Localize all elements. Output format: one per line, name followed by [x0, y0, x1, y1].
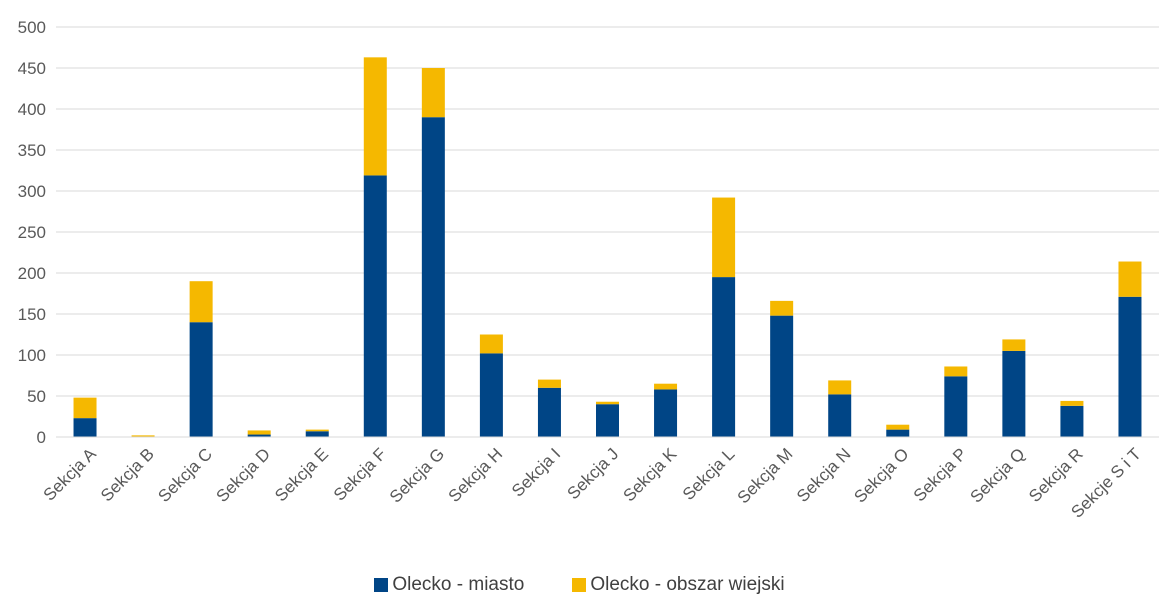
x-tick-label: Sekcja M	[734, 444, 797, 507]
bar-miasto-6	[363, 175, 387, 438]
x-tick-label: Sekcja C	[154, 444, 216, 506]
bar-obszar-wiejski-13	[770, 300, 794, 316]
x-tick-label: Sekcja D	[212, 444, 274, 506]
x-tick-label: Sekcja G	[386, 444, 448, 506]
bar-obszar-wiejski-5	[305, 429, 329, 432]
x-tick-label: Sekcja H	[445, 444, 507, 506]
bar-miasto-18	[1060, 405, 1084, 437]
y-tick-label: 500	[18, 18, 46, 37]
y-tick-label: 400	[18, 100, 46, 119]
bar-miasto-11	[654, 389, 678, 437]
bar-obszar-wiejski-11	[654, 383, 678, 390]
bar-obszar-wiejski-6	[363, 57, 387, 176]
legend: Olecko - miasto Olecko - obszar wiejski	[0, 573, 1159, 597]
bar-miasto-3	[189, 322, 213, 437]
x-tick-label: Sekcja L	[679, 444, 739, 504]
x-tick-label: Sekcja F	[330, 444, 390, 504]
legend-item-series-1: Olecko - miasto	[374, 573, 524, 597]
bar-miasto-10	[596, 404, 619, 437]
bar-obszar-wiejski-3	[189, 281, 213, 323]
y-tick-label: 450	[18, 59, 46, 78]
bar-obszar-wiejski-2	[131, 435, 155, 437]
y-tick-label: 200	[18, 264, 46, 283]
bar-obszar-wiejski-10	[596, 401, 619, 405]
bar-obszar-wiejski-8	[479, 334, 503, 354]
bar-obszar-wiejski-14	[828, 380, 852, 395]
bar-obszar-wiejski-15	[886, 424, 910, 430]
y-tick-label: 50	[27, 387, 46, 406]
x-tick-label: Sekcja R	[1025, 444, 1087, 506]
x-tick-label: Sekcja Q	[966, 444, 1028, 506]
bar-miasto-15	[886, 429, 910, 437]
x-tick-label: Sekcja J	[563, 444, 622, 503]
x-tick-label: Sekcja A	[40, 444, 101, 505]
y-axis-ticks: 0 50 100 150 200 250 300 350 400 450 500	[18, 18, 46, 447]
bar-obszar-wiejski-17	[1002, 339, 1026, 351]
bar-obszar-wiejski-4	[247, 430, 271, 435]
bar-obszar-wiejski-7	[421, 68, 445, 118]
bars	[73, 57, 1142, 438]
bar-miasto-8	[479, 353, 503, 437]
bar-miasto-16	[944, 376, 968, 437]
y-tick-label: 300	[18, 182, 46, 201]
bar-miasto-9	[537, 387, 561, 437]
x-tick-label: Sekcja I	[508, 444, 564, 500]
bar-obszar-wiejski-9	[537, 379, 561, 388]
legend-swatch-series-1	[374, 578, 389, 592]
x-tick-label: Sekcja P	[910, 444, 971, 505]
bar-miasto-13	[770, 315, 794, 437]
x-tick-label: Sekcja E	[271, 444, 332, 505]
legend-item-series-2: Olecko - obszar wiejski	[572, 573, 785, 597]
bar-miasto-5	[305, 431, 329, 437]
bar-miasto-4	[247, 434, 271, 437]
bar-miasto-17	[1002, 350, 1026, 437]
y-tick-label: 0	[37, 428, 46, 447]
bar-miasto-14	[828, 394, 852, 437]
y-tick-label: 350	[18, 141, 46, 160]
bar-obszar-wiejski-1	[73, 397, 97, 419]
x-tick-label: Sekcja N	[793, 444, 855, 506]
y-tick-label: 250	[18, 223, 46, 242]
bar-obszar-wiejski-19	[1118, 261, 1142, 297]
legend-swatch-series-2	[572, 578, 587, 592]
x-tick-label: Sekcja B	[97, 444, 158, 505]
bar-miasto-19	[1118, 296, 1142, 437]
bar-obszar-wiejski-12	[712, 197, 736, 278]
bar-miasto-1	[73, 418, 97, 437]
y-tick-label: 100	[18, 346, 46, 365]
x-tick-label: Sekcja K	[620, 444, 681, 505]
bar-obszar-wiejski-16	[944, 366, 968, 377]
bar-miasto-12	[712, 277, 736, 437]
y-tick-label: 150	[18, 305, 46, 324]
bar-obszar-wiejski-18	[1060, 400, 1084, 406]
legend-label-series-2: Olecko - obszar wiejski	[590, 574, 785, 595]
gridlines	[56, 26, 1159, 397]
bar-miasto-7	[421, 117, 445, 437]
legend-label-series-1: Olecko - miasto	[392, 574, 525, 595]
x-tick-label: Sekcja O	[850, 444, 912, 506]
